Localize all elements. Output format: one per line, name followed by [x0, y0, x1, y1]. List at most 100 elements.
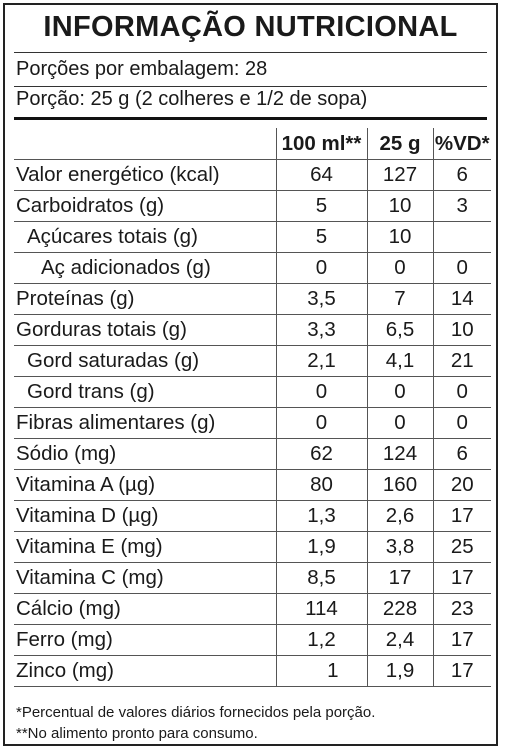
daily-value-percent: 17 — [432, 624, 491, 656]
header-per-serving: 25 g — [366, 128, 433, 160]
per-100ml-value: 2,1 — [275, 345, 367, 377]
per-serving-value: 127 — [366, 159, 433, 191]
header-daily-value: %VD* — [432, 128, 491, 160]
nutrient-name: Sódio (mg) — [14, 438, 276, 470]
per-100ml-value: 114 — [275, 593, 367, 625]
nutrition-table: 100 ml** 25 g %VD* Valor energético (kca… — [14, 128, 491, 687]
serving-size: Porção: 25 g (2 colheres e 1/2 de sopa) — [16, 88, 368, 110]
daily-value-percent: 17 — [432, 655, 491, 687]
per-serving-value: 0 — [366, 252, 433, 284]
per-serving-value: 0 — [366, 376, 433, 408]
nutrient-name: Vitamina E (mg) — [14, 531, 276, 563]
table-top-rule — [14, 117, 487, 120]
per-serving-value: 2,4 — [366, 624, 433, 656]
daily-value-percent: 6 — [432, 438, 491, 470]
daily-value-percent: 3 — [432, 190, 491, 222]
daily-value-percent: 14 — [432, 283, 491, 315]
per-serving-value: 228 — [366, 593, 433, 625]
nutrient-name: Ferro (mg) — [14, 624, 276, 656]
table-row: Gord trans (g) 0 0 0 — [14, 376, 491, 408]
daily-value-percent: 0 — [432, 407, 491, 439]
per-serving-value: 0 — [366, 407, 433, 439]
per-100ml-value: 0 — [275, 376, 367, 408]
per-serving-value: 17 — [366, 562, 433, 594]
per-100ml-value: 0 — [275, 407, 367, 439]
per-serving-value: 6,5 — [366, 314, 433, 346]
nutrient-name: Aç adicionados (g) — [14, 252, 276, 284]
servings-per-package: Porções por embalagem: 28 — [16, 58, 268, 80]
per-100ml-value: 62 — [275, 438, 367, 470]
per-100ml-value: 1,2 — [275, 624, 367, 656]
table-row: Gorduras totais (g) 3,3 6,5 10 — [14, 314, 491, 346]
nutrient-name: Cálcio (mg) — [14, 593, 276, 625]
nutrient-name: Gorduras totais (g) — [14, 314, 276, 346]
per-100ml-value: 1,3 — [275, 500, 367, 532]
footnote-ready-to-consume: **No alimento pronto para consumo. — [16, 725, 258, 742]
nutrient-name: Vitamina A (µg) — [14, 469, 276, 501]
table-row: Fibras alimentares (g) 0 0 0 — [14, 407, 491, 439]
daily-value-percent — [432, 221, 491, 253]
nutrient-name: Vitamina C (mg) — [14, 562, 276, 594]
daily-value-percent: 21 — [432, 345, 491, 377]
daily-value-percent: 17 — [432, 500, 491, 532]
per-100ml-value: 5 — [275, 221, 367, 253]
per-100ml-value: 3,5 — [275, 283, 367, 315]
table-row: Valor energético (kcal) 64 127 6 — [14, 159, 491, 191]
per-serving-value: 10 — [366, 190, 433, 222]
table-row: Vitamina C (mg) 8,5 17 17 — [14, 562, 491, 594]
daily-value-percent: 25 — [432, 531, 491, 563]
per-100ml-value: 64 — [275, 159, 367, 191]
table-row: Gord saturadas (g) 2,1 4,1 21 — [14, 345, 491, 377]
nutrient-name: Zinco (mg) — [14, 655, 276, 687]
table-row: Sódio (mg) 62 124 6 — [14, 438, 491, 470]
daily-value-percent: 0 — [432, 252, 491, 284]
per-serving-value: 1,9 — [366, 655, 433, 687]
per-100ml-value: 5 — [275, 190, 367, 222]
nutrient-name: Vitamina D (µg) — [14, 500, 276, 532]
table-row: Ferro (mg) 1,2 2,4 17 — [14, 624, 491, 656]
daily-value-percent: 10 — [432, 314, 491, 346]
table-header-row: 100 ml** 25 g %VD* — [14, 128, 491, 160]
daily-value-percent: 17 — [432, 562, 491, 594]
serving-divider — [14, 86, 487, 87]
nutrient-name: Gord trans (g) — [14, 376, 276, 408]
nutrient-name: Carboidratos (g) — [14, 190, 276, 222]
nutrient-name: Açúcares totais (g) — [14, 221, 276, 253]
nutrition-label: INFORMAÇÃO NUTRICIONAL Porções por embal… — [3, 3, 498, 746]
daily-value-percent: 6 — [432, 159, 491, 191]
per-serving-value: 7 — [366, 283, 433, 315]
nutrient-name: Valor energético (kcal) — [14, 159, 276, 191]
per-serving-value: 3,8 — [366, 531, 433, 563]
per-100ml-value: 80 — [275, 469, 367, 501]
per-100ml-value: 1,9 — [275, 531, 367, 563]
header-per-100ml: 100 ml** — [275, 128, 367, 160]
table-row: Zinco (mg) 1 1,9 17 — [14, 655, 491, 687]
daily-value-percent: 0 — [432, 376, 491, 408]
title-divider — [14, 52, 487, 53]
per-100ml-value: 3,3 — [275, 314, 367, 346]
per-serving-value: 160 — [366, 469, 433, 501]
table-row: Vitamina A (µg) 80 160 20 — [14, 469, 491, 501]
per-100ml-value: 8,5 — [275, 562, 367, 594]
nutrient-name: Proteínas (g) — [14, 283, 276, 315]
footnote-daily-value: *Percentual de valores diários fornecido… — [16, 704, 376, 721]
table-row: Vitamina E (mg) 1,9 3,8 25 — [14, 531, 491, 563]
daily-value-percent: 23 — [432, 593, 491, 625]
per-serving-value: 10 — [366, 221, 433, 253]
per-serving-value: 2,6 — [366, 500, 433, 532]
daily-value-percent: 20 — [432, 469, 491, 501]
table-row: Cálcio (mg) 114 228 23 — [14, 593, 491, 625]
nutrient-name: Fibras alimentares (g) — [14, 407, 276, 439]
table-row: Proteínas (g) 3,5 7 14 — [14, 283, 491, 315]
table-row: Carboidratos (g) 5 10 3 — [14, 190, 491, 222]
table-row: Aç adicionados (g) 0 0 0 — [14, 252, 491, 284]
header-nutrient — [14, 128, 276, 160]
table-row: Açúcares totais (g) 5 10 — [14, 221, 491, 253]
per-100ml-value: 0 — [275, 252, 367, 284]
per-serving-value: 124 — [366, 438, 433, 470]
table-row: Vitamina D (µg) 1,3 2,6 17 — [14, 500, 491, 532]
per-serving-value: 4,1 — [366, 345, 433, 377]
per-100ml-value: 1 — [275, 655, 367, 687]
nutrient-name: Gord saturadas (g) — [14, 345, 276, 377]
label-title: INFORMAÇÃO NUTRICIONAL — [43, 11, 458, 43]
